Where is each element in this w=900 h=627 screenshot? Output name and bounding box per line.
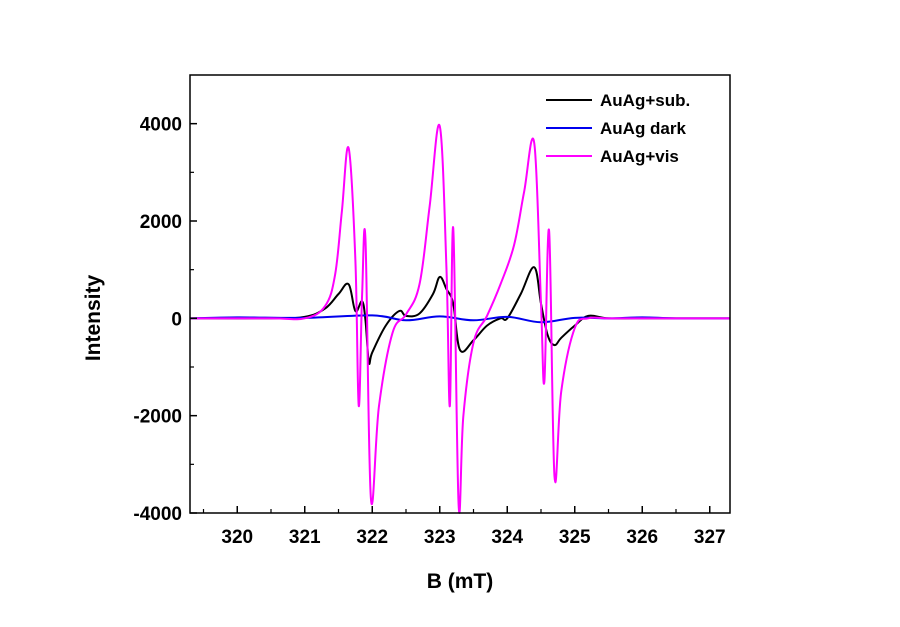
x-tick-label: 323 xyxy=(424,527,456,548)
x-tick-label: 321 xyxy=(289,527,321,548)
x-tick-label: 326 xyxy=(626,527,658,548)
x-tick-label: 324 xyxy=(491,527,523,548)
y-tick-label: 2000 xyxy=(140,212,182,233)
y-tick-label: 0 xyxy=(171,309,182,330)
y-tick-label: -2000 xyxy=(133,407,182,428)
x-tick-label: 325 xyxy=(559,527,591,548)
y-tick-label: 4000 xyxy=(140,115,182,136)
legend-label-1: AuAg+sub. xyxy=(600,91,690,110)
x-tick-label: 327 xyxy=(694,527,726,548)
series-line-3 xyxy=(190,123,730,514)
plot-frame xyxy=(189,74,731,514)
axes: 320 321 322 323 324 325 326 327 -4000 -2000 0 2000 4… xyxy=(133,74,731,548)
legend: AuAg+sub. AuAg dark AuAg+vis xyxy=(546,91,690,166)
plot-area xyxy=(189,123,731,514)
y-tick-label: -4000 xyxy=(133,504,182,525)
x-axis-title: B (mT) xyxy=(427,570,494,593)
x-tick-label: 322 xyxy=(356,527,388,548)
legend-label-2: AuAg dark xyxy=(600,119,687,138)
legend-label-3: AuAg+vis xyxy=(600,147,679,166)
y-axis-title: Intensity xyxy=(82,275,105,362)
x-tick-label: 320 xyxy=(221,527,253,548)
